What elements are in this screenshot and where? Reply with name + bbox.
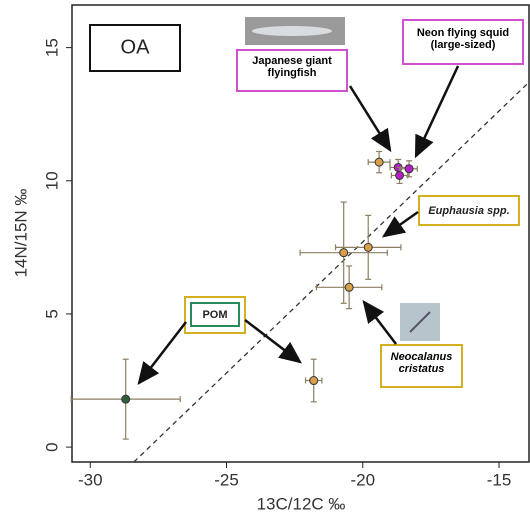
point bbox=[309, 376, 319, 386]
arrow bbox=[381, 210, 419, 238]
flyingfish-box bbox=[236, 49, 348, 92]
euphausia-box bbox=[418, 195, 520, 226]
arrow bbox=[414, 65, 460, 159]
point bbox=[404, 164, 414, 174]
x-tick-label: -20 bbox=[350, 470, 375, 489]
fish-shape bbox=[252, 26, 332, 36]
squid-label-wrap: Neon flying squid (large-sized) bbox=[416, 27, 510, 51]
y-tick-label: 15 bbox=[42, 38, 61, 57]
pom-inner-box bbox=[190, 302, 240, 327]
neocalanus-label: Neocalanus cristatus bbox=[390, 351, 453, 375]
x-tick-label: -25 bbox=[214, 470, 239, 489]
arrow bbox=[137, 321, 187, 385]
x-axis-label: 13C/12C ‰ bbox=[257, 494, 346, 513]
arrow bbox=[244, 319, 302, 364]
flyingfish-label-wrap: Japanese giant flyingfish bbox=[252, 55, 332, 79]
pom-label: POM bbox=[202, 309, 227, 321]
neocalanus-label-wrap: Neocalanus cristatus bbox=[390, 351, 453, 375]
arrow bbox=[348, 85, 392, 153]
x-tick-label: -15 bbox=[487, 470, 512, 489]
y-tick-label: 5 bbox=[42, 309, 61, 318]
point bbox=[363, 242, 373, 252]
squid-box bbox=[402, 19, 524, 65]
point bbox=[395, 170, 405, 180]
arrow bbox=[362, 300, 397, 345]
neocalanus-box bbox=[380, 344, 463, 388]
point bbox=[339, 248, 349, 258]
y-axis-label: 14N/15N ‰ bbox=[11, 189, 30, 278]
panel-box bbox=[89, 24, 181, 72]
flyingfish-label: Japanese giant flyingfish bbox=[252, 55, 332, 79]
point bbox=[374, 157, 384, 167]
euphausia-label: Euphausia spp. bbox=[428, 205, 509, 217]
point bbox=[344, 282, 354, 292]
point bbox=[121, 394, 131, 404]
x-tick-label: -30 bbox=[78, 470, 103, 489]
reference-line bbox=[133, 81, 530, 463]
y-tick-label: 0 bbox=[42, 442, 61, 451]
squid-label: Neon flying squid (large-sized) bbox=[416, 27, 510, 51]
y-tick-label: 10 bbox=[42, 171, 61, 190]
copepod-shape bbox=[409, 311, 431, 333]
panel-label: OA bbox=[121, 36, 151, 58]
plot-frame bbox=[71, 4, 530, 463]
